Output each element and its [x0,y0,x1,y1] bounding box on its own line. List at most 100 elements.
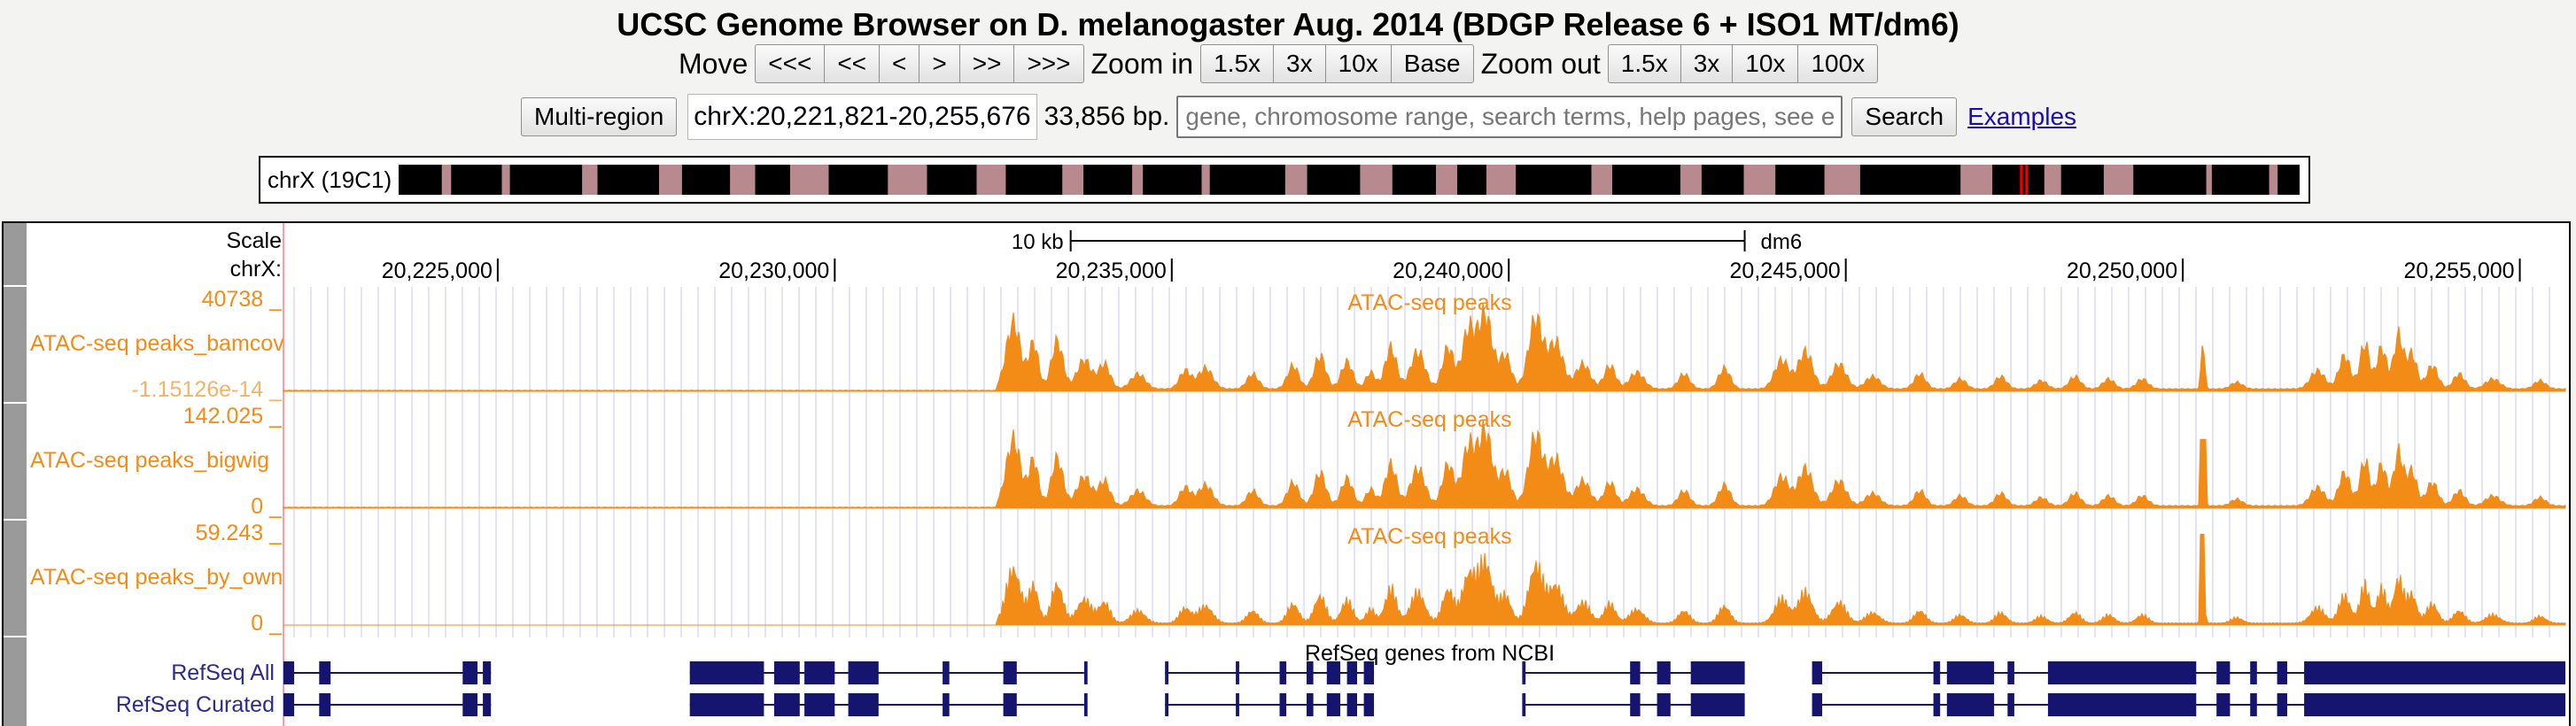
gene-exon [1236,661,1239,684]
ruler-tick-label: 20,235,000 [1056,259,1167,283]
gene-exon [2216,693,2231,716]
track-label-bamcoverage[interactable]: ATAC-seq peaks_bamcoverage [30,331,283,356]
ideogram-bands[interactable] [399,165,2300,195]
zoom-out-100x-button[interactable]: 100x [1797,44,1879,83]
track-label-refseq-curated[interactable]: RefSeq Curated [115,692,275,717]
gene-exon [1279,693,1287,716]
ideogram-band [2269,165,2278,195]
ideogram-band [1360,165,1393,195]
gene-exon [1003,661,1017,684]
chromosome-ideogram[interactable]: chrX (19C1) [259,156,2310,204]
examples-link[interactable]: Examples [1967,103,2077,130]
gene-exon [2277,661,2287,684]
gene-exon [283,693,295,716]
gene-exon [1657,693,1671,716]
gene-exon [319,693,331,716]
gene-exon [1326,693,1340,716]
gene-exon [1690,693,1745,716]
track-min-bigwig: 0 _ [251,494,282,519]
position-display[interactable]: chrX:20,221,821-20,255,676 [687,94,1037,140]
gene-exon [689,661,764,684]
gene-exon [1522,661,1526,684]
track-handle-by-owner[interactable] [4,521,27,637]
ideogram-band [501,165,510,195]
multi-region-button[interactable]: Multi-region [521,97,678,136]
gene-exon [1307,693,1314,716]
gene-exon [1363,661,1374,684]
signal-area [283,303,2566,392]
track-panel[interactable]: 10 kb dm6 20,225,000 20,230,000 20,235,000 20… [4,223,2569,726]
gene-exon [1363,693,1374,716]
gene-exon [943,661,950,684]
track-handle-refseq[interactable] [4,637,27,726]
gene-exon [1630,693,1641,716]
zoom-out-1-5x-button[interactable]: 1.5x [1607,44,1681,83]
zoom-out-label: Zoom out [1480,48,1601,80]
ideogram-band [2103,165,2134,195]
ruler-tick-label: 20,225,000 [382,259,493,283]
ideogram-band [1486,165,1517,195]
gene-exon [1236,693,1239,716]
genome-browser-image[interactable]: 10 kb dm6 20,225,000 20,230,000 20,235,000 20… [2,221,2571,726]
ideogram-band [730,165,756,195]
ideogram-band [1680,165,1702,195]
track-handle-bigwig[interactable] [4,404,27,521]
navigation-bar: Move <<< << < > >> >>> Zoom in 1.5x 3x 1… [671,44,1879,83]
zoom-in-3x-button[interactable]: 3x [1273,44,1326,83]
signal-track-0: ATAC-seq peaks [283,290,2566,392]
ideogram-label: chrX (19C1) [268,166,392,193]
move-left-button[interactable]: << [824,44,881,83]
ruler-tick-label: 20,240,000 [1393,259,1503,283]
page-title: UCSC Genome Browser on D. melanogaster A… [617,6,1959,42]
ideogram-band [1132,165,1144,195]
gene-exon [462,693,477,716]
track-label-bigwig[interactable]: ATAC-seq peaks_bigwig [30,448,270,473]
position-bar: Multi-region chrX:20,221,821-20,255,676 … [521,94,2076,140]
zoom-out-10x-button[interactable]: 10x [1732,44,1799,83]
ideogram-band [1436,165,1457,195]
gene-exon [2047,661,2197,684]
ideogram-band [1591,165,1612,195]
gene-exon [848,693,879,716]
track-label-refseq-all[interactable]: RefSeq All [171,660,275,685]
gene-row-0 [283,661,2565,684]
ideogram-background [399,165,2300,195]
gene-exon [2216,661,2231,684]
move-far-right-button[interactable]: >>> [1013,44,1084,83]
signal-track-1: ATAC-seq peaks [283,407,2566,509]
gene-exon [848,661,879,684]
track-label-by-owner[interactable]: ATAC-seq peaks_by_owner [30,565,283,590]
gene-exon [1933,693,1941,716]
search-input[interactable] [1176,96,1843,138]
track-min-bamcoverage: -1.15126e-14 _ [131,377,282,402]
track-max-bamcoverage: 40738 _ [201,287,282,312]
ruler-drag-handle[interactable] [4,223,27,287]
zoom-in-base-button[interactable]: Base [1390,44,1474,83]
move-step-right-button[interactable]: > [919,44,960,83]
gene-exon [319,661,331,684]
track-handle-bamcoverage[interactable] [4,287,27,404]
move-far-left-button[interactable]: <<< [755,44,826,83]
zoom-in-10x-button[interactable]: 10x [1324,44,1392,83]
ideogram-band [1960,165,1993,195]
scale-label: Scale [226,228,282,253]
signal-track-title: ATAC-seq peaks [1347,524,1511,549]
track-min-by-owner: 0 _ [251,611,282,636]
move-button-group: <<< << < > >> >>> [755,44,1084,83]
move-right-button[interactable]: >> [958,44,1015,83]
signal-area [283,420,2566,509]
gene-exon [1630,661,1641,684]
ideogram-band [1284,165,1307,195]
ruler-tick-label: 20,245,000 [1730,259,1841,283]
zoom-out-3x-button[interactable]: 3x [1680,44,1734,83]
scale-bar-label: 10 kb [1012,230,1064,254]
ruler-tick-label: 20,230,000 [718,259,829,283]
gene-exon [483,693,492,716]
move-step-left-button[interactable]: < [879,44,920,83]
move-label: Move [679,48,749,80]
gene-exon [1279,661,1287,684]
search-button[interactable]: Search [1851,97,1958,136]
gene-exon [2277,693,2287,716]
zoom-in-1-5x-button[interactable]: 1.5x [1200,44,1275,83]
gene-exon [1326,661,1340,684]
